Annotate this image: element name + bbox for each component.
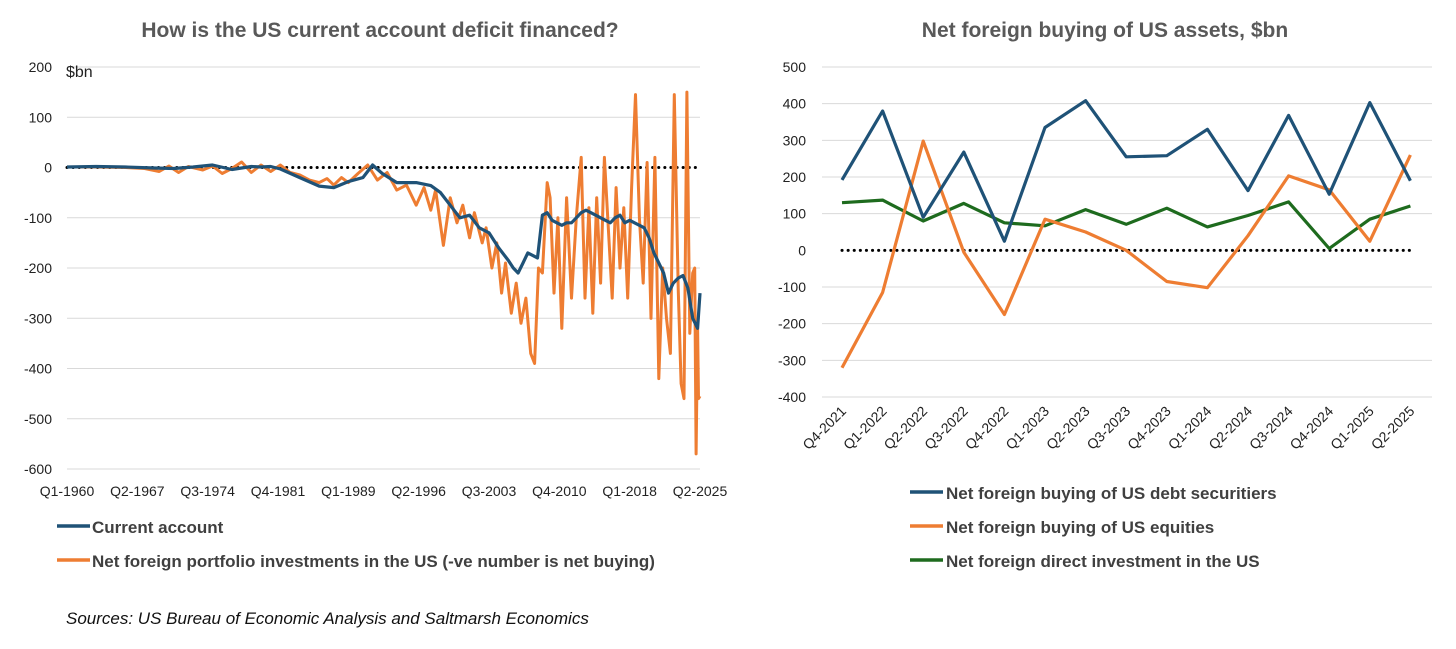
left-x-tick-label: Q2-2025 <box>673 483 728 499</box>
left-y-tick-label: -200 <box>24 260 52 276</box>
left-gridlines <box>67 66 700 470</box>
right-x-tick-label: Q1-2025 <box>1327 403 1377 453</box>
right-y-tick-label: 0 <box>798 242 806 258</box>
right-y-tick-label: -300 <box>778 352 806 368</box>
legend-label-portfolio-investments: Net foreign portfolio investments in the… <box>92 552 655 571</box>
right-x-tick-label: Q4-2023 <box>1124 403 1174 453</box>
right-x-tick-label: Q3-2023 <box>1083 403 1133 453</box>
right-x-tick-label: Q1-2024 <box>1165 403 1215 453</box>
right-x-axis: Q4-2021Q1-2022Q2-2022Q3-2022Q4-2022Q1-20… <box>799 403 1417 453</box>
left-chart-title: How is the US current account deficit fi… <box>141 19 618 42</box>
left-x-tick-label: Q2-1996 <box>391 483 446 499</box>
right-y-tick-label: 300 <box>783 132 807 148</box>
legend-label-current-account: Current account <box>92 518 224 537</box>
left-series-portfolio-investments-line <box>67 90 702 456</box>
right-x-tick-label: Q3-2022 <box>921 403 971 453</box>
right-x-tick-label: Q2-2024 <box>1205 403 1255 453</box>
left-legend: Current account Net foreign portfolio in… <box>57 518 655 571</box>
right-y-tick-label: -100 <box>778 279 806 295</box>
left-x-tick-label: Q4-1981 <box>251 483 306 499</box>
right-x-tick-label: Q4-2022 <box>962 403 1012 453</box>
source-note: Sources: US Bureau of Economic Analysis … <box>66 609 589 628</box>
left-x-axis: Q1-1960 Q2-1967 Q3-1974 Q4-1981 Q1-1989 Q2-19… <box>40 483 728 499</box>
right-series-debt-securities-line <box>840 99 1412 243</box>
left-y-tick-label: -100 <box>24 210 52 226</box>
right-chart: Net foreign buying of US assets, $bn 500… <box>778 19 1432 571</box>
right-series-group <box>840 99 1412 369</box>
legend-label-direct-investment: Net foreign direct investment in the US <box>946 552 1260 571</box>
right-y-tick-label: 100 <box>783 206 807 222</box>
right-x-tick-label: Q1-2022 <box>840 403 890 453</box>
right-x-tick-label: Q1-2023 <box>1002 403 1052 453</box>
right-y-tick-label: 200 <box>783 169 807 185</box>
right-series-equities-line <box>840 139 1412 369</box>
left-y-axis: 200 100 0 -100 -200 -300 -400 -500 -600 <box>24 59 52 477</box>
right-y-tick-label: -400 <box>778 389 806 405</box>
left-chart: How is the US current account deficit fi… <box>24 19 727 628</box>
right-series-direct-investment-line <box>841 198 1411 251</box>
left-series-current-account-line <box>66 163 702 330</box>
left-series-group <box>66 90 702 456</box>
legend-label-equities: Net foreign buying of US equities <box>946 518 1214 537</box>
left-x-tick-label: Q1-1989 <box>321 483 376 499</box>
left-x-tick-label: Q1-1960 <box>40 483 95 499</box>
left-x-tick-label: Q3-1974 <box>180 483 235 499</box>
left-y-tick-label: -600 <box>24 461 52 477</box>
right-y-tick-label: -200 <box>778 316 806 332</box>
right-x-tick-label: Q2-2023 <box>1043 403 1093 453</box>
right-x-tick-label: Q2-2022 <box>880 403 930 453</box>
right-x-tick-label: Q2-2025 <box>1368 403 1418 453</box>
left-x-tick-label: Q3-2003 <box>462 483 517 499</box>
right-x-tick-label: Q3-2024 <box>1246 403 1296 453</box>
right-chart-title: Net foreign buying of US assets, $bn <box>922 19 1288 42</box>
right-y-tick-label: 400 <box>783 96 807 112</box>
left-x-tick-label: Q1-2018 <box>602 483 657 499</box>
right-gridlines <box>822 66 1432 398</box>
left-x-tick-label: Q4-2010 <box>532 483 587 499</box>
right-y-axis: 500 400 300 200 100 0 -100 -200 -300 -400 <box>778 59 806 405</box>
left-y-tick-label: 0 <box>44 160 52 176</box>
right-x-tick-label: Q4-2021 <box>799 403 849 453</box>
left-y-tick-label: 200 <box>29 59 53 75</box>
legend-label-debt-securities: Net foreign buying of US debt securitier… <box>946 484 1277 503</box>
left-y-tick-label: -300 <box>24 310 52 326</box>
right-y-tick-label: 500 <box>783 59 807 75</box>
left-y-tick-label: -400 <box>24 361 52 377</box>
left-y-tick-label: 100 <box>29 109 53 125</box>
right-x-tick-label: Q4-2024 <box>1286 403 1336 453</box>
left-x-tick-label: Q2-1967 <box>110 483 165 499</box>
left-y-tick-label: -500 <box>24 411 52 427</box>
left-y-unit-label: $bn <box>66 64 93 81</box>
right-legend: Net foreign buying of US debt securitier… <box>910 484 1277 571</box>
